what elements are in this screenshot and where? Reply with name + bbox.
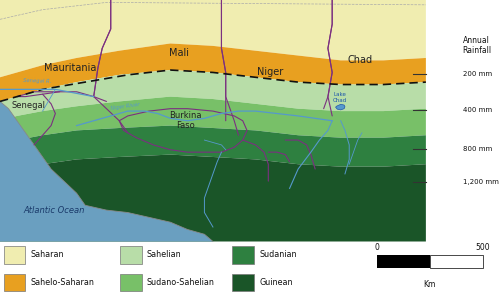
Text: Senegal R.: Senegal R. bbox=[23, 78, 52, 84]
Polygon shape bbox=[0, 101, 213, 242]
Text: Sudanian: Sudanian bbox=[260, 250, 297, 260]
Bar bbox=[4, 246, 25, 264]
Text: Chad: Chad bbox=[347, 56, 372, 65]
Text: Guinean: Guinean bbox=[260, 278, 293, 287]
Text: Annual
Rainfall: Annual Rainfall bbox=[463, 36, 492, 56]
Text: Sahelian: Sahelian bbox=[147, 250, 181, 260]
Text: Mauritania: Mauritania bbox=[44, 63, 96, 73]
Bar bbox=[232, 274, 254, 291]
Text: 0: 0 bbox=[374, 243, 380, 252]
Bar bbox=[232, 246, 254, 264]
Polygon shape bbox=[0, 97, 426, 145]
Bar bbox=[120, 274, 142, 291]
Text: 800 mm: 800 mm bbox=[463, 146, 492, 152]
Bar bbox=[120, 246, 142, 264]
Polygon shape bbox=[0, 44, 426, 101]
Bar bbox=[4, 274, 25, 291]
Text: Burkina
Faso: Burkina Faso bbox=[169, 111, 202, 130]
Text: 400 mm: 400 mm bbox=[463, 107, 492, 113]
Text: Niger: Niger bbox=[258, 68, 284, 77]
Text: 500: 500 bbox=[475, 243, 490, 252]
Text: Saharan: Saharan bbox=[31, 250, 65, 260]
Text: Mali: Mali bbox=[169, 48, 189, 58]
Text: 1,200 mm: 1,200 mm bbox=[463, 179, 498, 185]
Text: Km: Km bbox=[424, 280, 436, 289]
Bar bbox=[430, 255, 483, 268]
Text: Senegal: Senegal bbox=[12, 100, 46, 109]
Polygon shape bbox=[0, 154, 426, 242]
Text: Sahelo-Saharan: Sahelo-Saharan bbox=[31, 278, 95, 287]
Text: Atlantic Ocean: Atlantic Ocean bbox=[23, 206, 85, 214]
Text: Sudano-Sahelian: Sudano-Sahelian bbox=[147, 278, 215, 287]
Polygon shape bbox=[0, 126, 426, 174]
Polygon shape bbox=[0, 70, 426, 121]
Bar bbox=[377, 255, 430, 268]
Text: Niger River: Niger River bbox=[111, 102, 141, 111]
Text: Lake
Chad: Lake Chad bbox=[333, 92, 347, 103]
Polygon shape bbox=[336, 104, 345, 110]
Text: 200 mm: 200 mm bbox=[463, 71, 492, 77]
Polygon shape bbox=[0, 0, 426, 77]
